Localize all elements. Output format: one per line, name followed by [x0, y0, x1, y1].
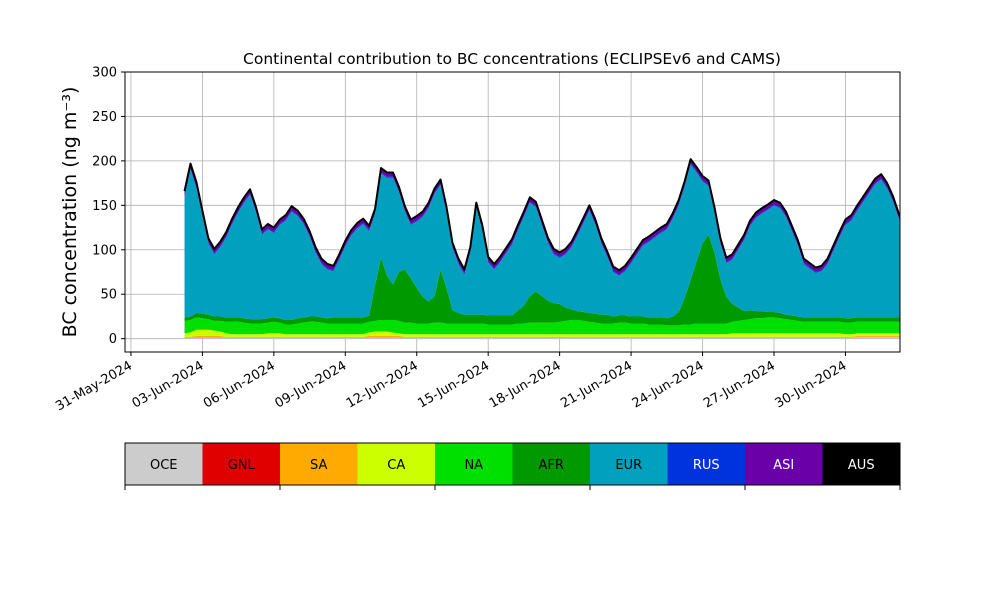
legend-swatch-afr — [512, 443, 590, 485]
legend-label-gnl: GNL — [228, 458, 256, 473]
x-tick-label: 06-Jun-2024 — [201, 358, 278, 411]
legend-swatch-rus — [667, 443, 745, 485]
area-afr — [184, 234, 900, 326]
legend-label-afr: AFR — [539, 458, 564, 473]
legend-swatch-oce — [125, 443, 203, 485]
legend-frame — [124, 442, 901, 486]
legend-label-asi: ASI — [773, 458, 794, 473]
x-tick-label: 31-May-2024 — [53, 358, 135, 414]
area-ca — [184, 329, 900, 337]
x-tick-label: 09-Jun-2024 — [272, 358, 349, 411]
y-tick-label: 300 — [92, 66, 117, 81]
y-axis-label: BC concentration (ng m⁻³) — [59, 87, 81, 338]
total-outline — [183, 158, 900, 272]
area-eur — [184, 164, 900, 320]
x-axis: 31-May-202403-Jun-202406-Jun-202409-Jun-… — [53, 352, 849, 414]
stacked-areas — [184, 159, 900, 339]
x-tick-label: 21-Jun-2024 — [558, 358, 635, 411]
plot-frame — [124, 71, 901, 353]
legend-swatch-aus — [822, 443, 900, 485]
legend-label-rus: RUS — [693, 458, 720, 473]
y-tick-label: 200 — [92, 154, 117, 169]
area-na — [184, 317, 900, 335]
y-tick-label: 50 — [100, 288, 117, 303]
legend-swatch-asi — [745, 443, 823, 485]
legend-label-ca: CA — [387, 458, 405, 473]
x-tick-label: 27-Jun-2024 — [701, 358, 778, 411]
legend-label-aus: AUS — [848, 458, 875, 473]
legend-swatch-ca — [357, 443, 435, 485]
y-axis: 0 50 100 150 200 250 300 — [92, 66, 125, 347]
legend-swatch-sa — [280, 443, 358, 485]
legend-label-oce: OCE — [150, 458, 178, 473]
y-tick-label: 0 — [109, 332, 117, 347]
y-tick-label: 250 — [92, 110, 117, 125]
legend-colorbar: OCE GNL SA CA NA AFR EUR RUS ASI AUS — [124, 442, 901, 490]
legend-label-eur: EUR — [615, 458, 642, 473]
chart-title: Continental contribution to BC concentra… — [243, 50, 781, 68]
legend-label-sa: SA — [310, 458, 327, 473]
x-tick-label: 15-Jun-2024 — [415, 358, 492, 411]
y-tick-label: 150 — [92, 199, 117, 214]
x-tick-label: 24-Jun-2024 — [630, 358, 707, 411]
x-tick-label: 30-Jun-2024 — [773, 358, 850, 411]
y-tick-label: 100 — [92, 243, 117, 258]
x-tick-label: 03-Jun-2024 — [130, 358, 207, 411]
x-tick-label: 12-Jun-2024 — [344, 358, 421, 411]
total-outline-layer — [183, 158, 900, 272]
plot-area — [124, 71, 901, 353]
legend-swatch-eur — [590, 443, 668, 485]
legend-swatch-na — [435, 443, 513, 485]
x-tick-label: 18-Jun-2024 — [487, 358, 564, 411]
legend-swatch-gnl — [202, 443, 280, 485]
legend-label-na: NA — [464, 458, 483, 473]
